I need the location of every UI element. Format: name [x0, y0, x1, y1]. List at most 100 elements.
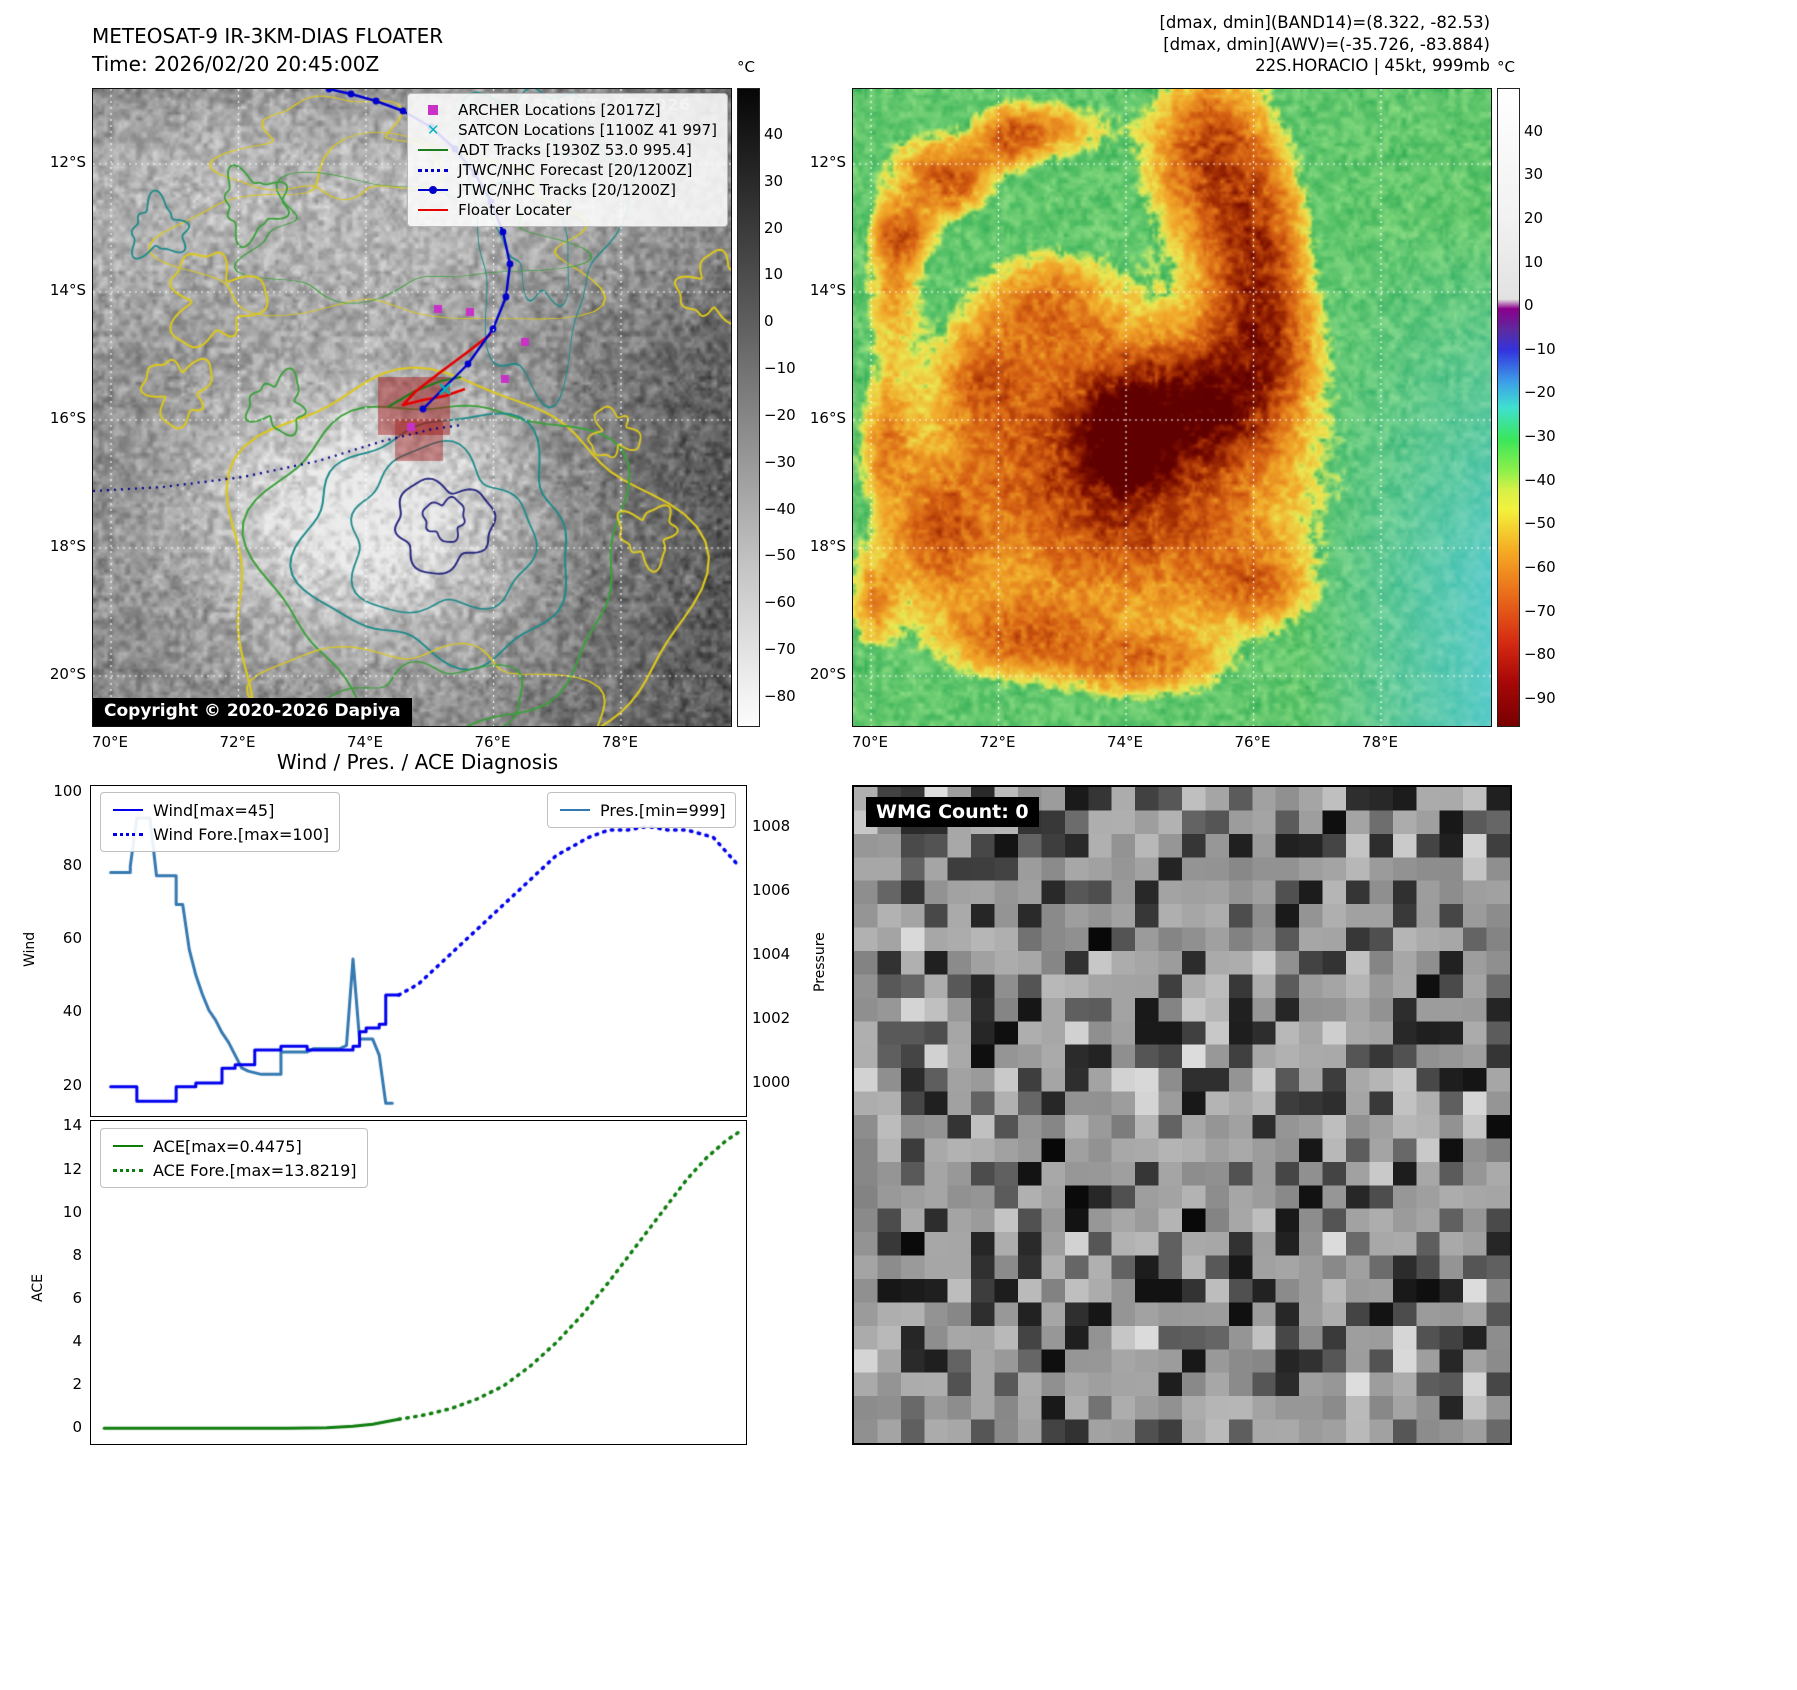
ir-colorbar-tick: 30 [764, 171, 784, 190]
lat-tick-label: 20°S [49, 665, 86, 683]
legend-marker-dotted [111, 832, 145, 836]
pressure-ytick: 1008 [752, 816, 791, 835]
lon-tick-label: 76°E [1234, 733, 1271, 751]
lat-tick-label: 12°S [809, 153, 846, 171]
ir-legend-item: ✕ SATCON Locations [1100Z 41 997] [416, 120, 717, 140]
legend-marker-dotted [111, 1168, 145, 1172]
color-satellite-image [853, 89, 1491, 726]
color-colorbar-tick: −70 [1524, 601, 1556, 620]
lat-tick-label: 14°S [49, 281, 86, 299]
diagnosis-title: Wind / Pres. / ACE Diagnosis [276, 750, 559, 774]
archer-square-icon [428, 105, 439, 115]
line-icon [560, 809, 590, 811]
color-colorbar-tick: −10 [1524, 339, 1556, 358]
chart-legend-item: Wind[max=45] [111, 798, 329, 822]
header-storm-id: 22S.HORACIO | 45kt, 999mb [1255, 56, 1490, 75]
chart-legend-item: Wind Fore.[max=100] [111, 822, 329, 846]
pressure-ytick: 1006 [752, 880, 791, 899]
legend-marker-dotted [416, 168, 450, 172]
color-colorbar-tick: 30 [1524, 165, 1544, 184]
color-colorbar-tick: −50 [1524, 514, 1556, 533]
legend-marker-x: ✕ [416, 121, 450, 139]
ir-colorbar-unit: °C [737, 58, 755, 76]
line-icon [418, 186, 449, 194]
ir-legend-label: ADT Tracks [1930Z 53.0 995.4] [458, 141, 692, 159]
ir-colorbar-tick: −60 [764, 593, 796, 612]
wind-legend: Wind[max=45] Wind Fore.[max=100] [100, 792, 341, 852]
ir-legend-item: JTWC/NHC Forecast [20/1200Z] [416, 160, 717, 180]
ace-ytick: 12 [62, 1159, 82, 1178]
ace-legend: ACE[max=0.4475] ACE Fore.[max=13.8219] [100, 1128, 368, 1188]
dotted-line-icon [113, 1168, 143, 1172]
chart-legend-label: ACE[max=0.4475] [153, 1136, 302, 1156]
ir-colorbar-tick: −70 [764, 640, 796, 659]
wmg-count-badge: WMG Count: 0 [866, 797, 1039, 827]
copyright-label: Copyright © 2020-2026 Dapiya [93, 698, 412, 726]
legend-marker-square [416, 105, 450, 115]
chart-legend-label: Pres.[min=999] [600, 800, 726, 820]
pressure-ytick: 1004 [752, 944, 791, 963]
lat-tick-label: 16°S [809, 409, 846, 427]
lon-tick-label: 74°E [346, 733, 384, 751]
lat-tick-label: 16°S [49, 409, 86, 427]
legend-marker-line [416, 209, 450, 211]
ir-panel-title: METEOSAT-9 IR-3KM-DIAS FLOATER [92, 24, 444, 48]
lon-tick-label: 76°E [474, 733, 511, 751]
ir-colorbar [737, 88, 760, 727]
header-awv-stats: [dmax, dmin](AWV)=(-35.726, -83.884) [1163, 34, 1490, 54]
dotted-line-icon [418, 168, 449, 172]
ace-ytick: 4 [72, 1331, 82, 1350]
color-colorbar [1497, 88, 1520, 727]
color-colorbar-tick: 20 [1524, 208, 1544, 227]
pressure-ytick: 1002 [752, 1008, 791, 1027]
ir-colorbar-tick: 20 [764, 218, 784, 237]
ir-colorbar-tick: −80 [764, 686, 796, 705]
ace-ytick: 6 [72, 1288, 82, 1307]
wind-ytick: 60 [62, 929, 82, 947]
color-colorbar-tick: 40 [1524, 121, 1544, 140]
legend-marker-line [416, 149, 450, 151]
wind-pressure-chart [90, 785, 747, 1117]
ace-ytick: 14 [62, 1116, 82, 1135]
ir-legend-item: JTWC/NHC Tracks [20/1200Z] [416, 180, 717, 200]
color-panel-header: [dmax, dmin](BAND14)=(8.322, -82.53) [dm… [1159, 12, 1490, 77]
lon-tick-label: 70°E [851, 733, 889, 751]
ir-legend-item: Floater Locater [416, 200, 717, 220]
ir-panel-time: Time: 2026/02/20 20:45:00Z [92, 52, 380, 76]
ir-map-legend: ARCHER Locations [2017Z] ✕ SATCON Location… [407, 93, 728, 227]
ir-colorbar-tick: 10 [764, 265, 784, 284]
header-band14-stats: [dmax, dmin](BAND14)=(8.322, -82.53) [1159, 13, 1490, 32]
ace-ytick: 10 [62, 1202, 82, 1221]
lon-tick-label: 70°E [91, 733, 129, 751]
ir-legend-item: ADT Tracks [1930Z 53.0 995.4] [416, 140, 717, 160]
satcon-x-icon: ✕ [426, 121, 440, 139]
chart-legend-item: Pres.[min=999] [558, 798, 725, 822]
legend-marker-line [558, 809, 592, 811]
ir-legend-label: ARCHER Locations [2017Z] [458, 101, 661, 119]
color-colorbar-tick: 10 [1524, 252, 1544, 271]
line-icon [418, 149, 449, 151]
ir-colorbar-tick: 40 [764, 124, 784, 143]
wind-ytick: 40 [62, 1002, 82, 1021]
pressure-legend: Pres.[min=999] [547, 792, 737, 828]
lon-tick-label: 78°E [601, 733, 639, 751]
line-icon [418, 209, 449, 211]
wind-ytick: 80 [62, 855, 82, 874]
lat-tick-label: 18°S [809, 537, 846, 555]
color-colorbar-tick: −60 [1524, 557, 1556, 576]
ir-legend-label: JTWC/NHC Tracks [20/1200Z] [458, 181, 676, 199]
color-colorbar-tick: 0 [1524, 296, 1534, 315]
legend-marker-line [111, 1145, 145, 1147]
wmg-pixel-image [854, 787, 1510, 1443]
ir-legend-label: JTWC/NHC Forecast [20/1200Z] [458, 161, 693, 179]
wmg-panel: WMG Count: 0 [852, 785, 1512, 1445]
dotted-line-icon [113, 832, 143, 836]
color-colorbar-tick: −30 [1524, 427, 1556, 446]
pressure-axis-label: Pressure [812, 932, 828, 992]
wind-ytick: 20 [62, 1075, 82, 1094]
color-colorbar-tick: −20 [1524, 383, 1556, 402]
chart-legend-label: Wind[max=45] [153, 800, 275, 820]
color-satellite-map [852, 88, 1492, 727]
chart-legend-label: Wind Fore.[max=100] [153, 824, 330, 844]
ir-legend-label: Floater Locater [458, 201, 572, 219]
